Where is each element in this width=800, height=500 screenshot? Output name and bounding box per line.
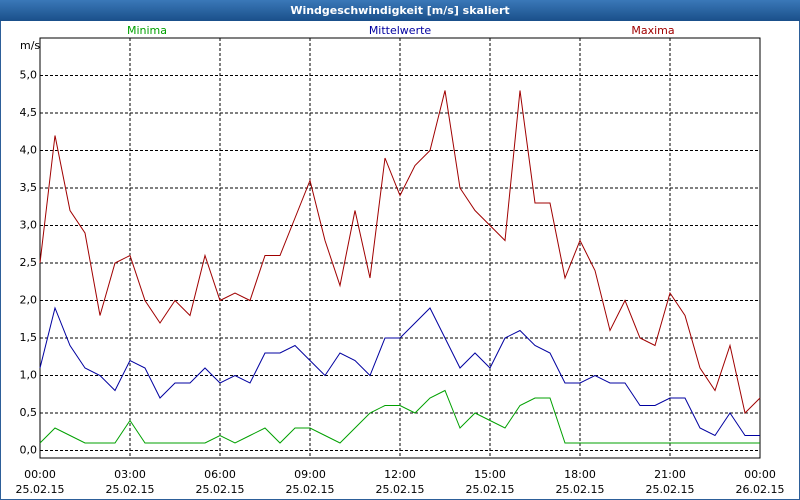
x-tick-label: 21:00 (654, 468, 686, 481)
x-tick-date: 25.02.15 (646, 483, 695, 496)
x-tick-label: 09:00 (294, 468, 326, 481)
x-tick-date: 25.02.15 (196, 483, 245, 496)
x-tick-label: 06:00 (204, 468, 236, 481)
y-axis-label: m/s (20, 39, 40, 52)
x-tick-label: 00:00 (744, 468, 776, 481)
series-line (39, 306, 760, 437)
x-tick-date: 25.02.15 (466, 483, 515, 496)
y-tick-label: 3,0 (20, 219, 38, 232)
y-tick-label: 1,0 (20, 369, 38, 382)
y-tick-label: 5,0 (20, 69, 38, 82)
legend-entry: Maxima (631, 24, 674, 37)
x-tick-label: 03:00 (114, 468, 146, 481)
legend-entry: Minima (127, 24, 167, 37)
x-tick-date: 26.02.15 (736, 483, 785, 496)
y-tick-label: 1,5 (20, 331, 38, 344)
x-tick-date: 25.02.15 (286, 483, 335, 496)
legend-entry: Mittelwerte (369, 24, 432, 37)
y-tick-label: 2,0 (20, 294, 38, 307)
x-tick-label: 12:00 (384, 468, 416, 481)
x-tick-label: 15:00 (474, 468, 506, 481)
y-tick-label: 0,0 (20, 444, 38, 457)
y-tick-label: 4,5 (20, 106, 38, 119)
y-tick-label: 3,5 (20, 181, 38, 194)
x-tick-date: 25.02.15 (376, 483, 425, 496)
series-line (39, 389, 760, 444)
x-tick-date: 25.02.15 (16, 483, 65, 496)
x-tick-label: 18:00 (564, 468, 596, 481)
x-tick-date: 25.02.15 (106, 483, 155, 496)
series-line (39, 90, 761, 414)
x-tick-label: 00:00 (24, 468, 56, 481)
title-bar (0, 0, 800, 21)
x-tick-date: 25.02.15 (556, 483, 605, 496)
y-tick-label: 2,5 (20, 256, 38, 269)
y-tick-label: 4,0 (20, 144, 38, 157)
y-tick-label: 0,5 (20, 406, 38, 419)
chart-title: Windgeschwindigkeit [m/s] skaliert (290, 4, 509, 17)
